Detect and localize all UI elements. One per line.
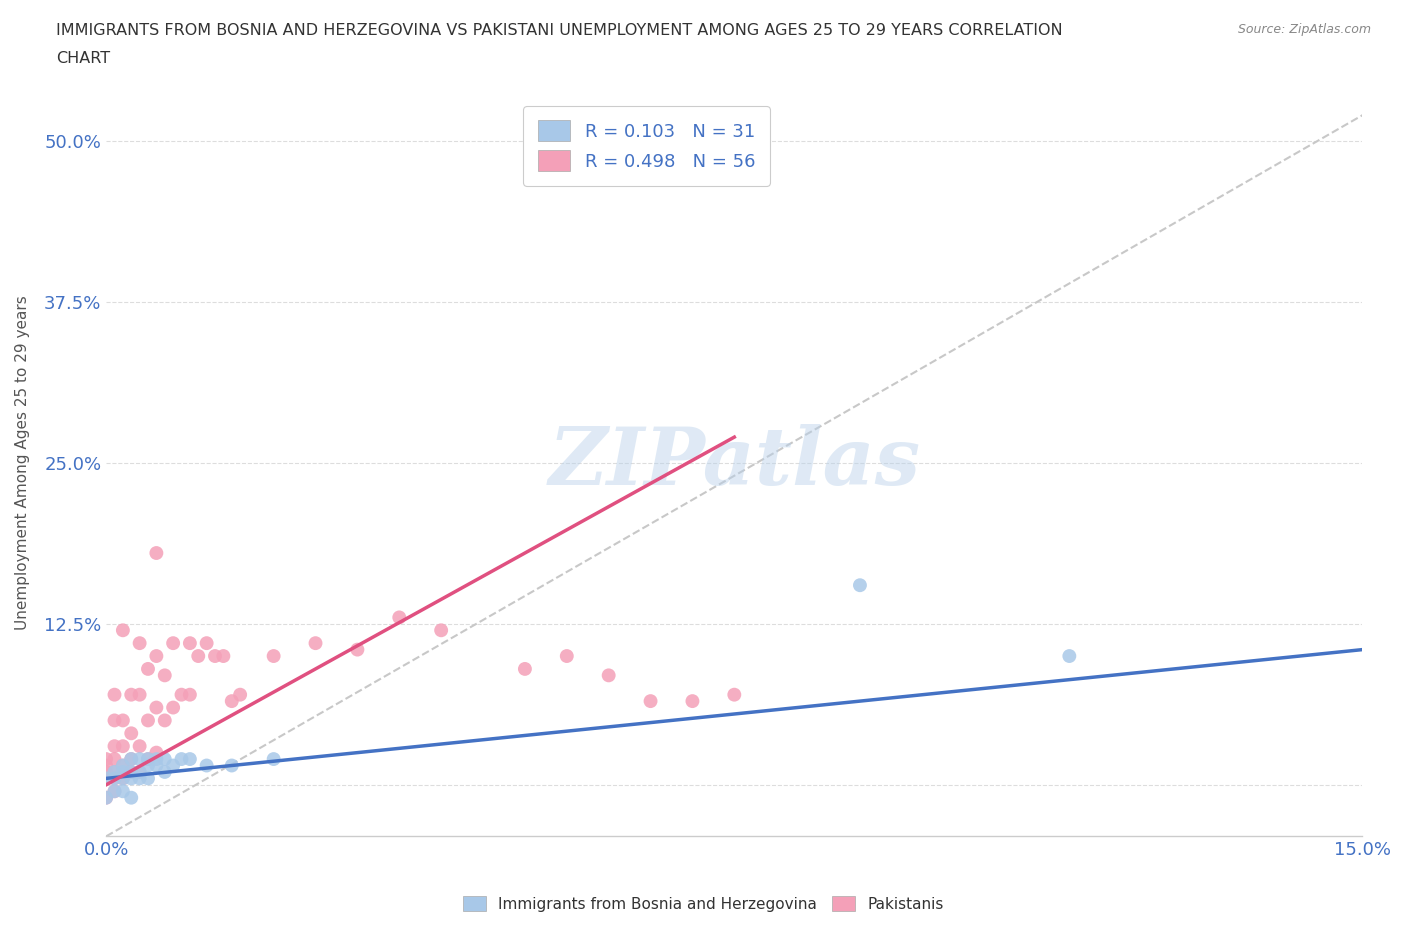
Point (388, 610, 411, 625)
Point (145, 648, 167, 663)
Point (103, 751, 125, 766)
Point (221, 758, 243, 773)
Legend: Immigrants from Bosnia and Herzegovina, Pakistanis: Immigrants from Bosnia and Herzegovina, … (457, 889, 949, 918)
Point (103, 771, 125, 786)
Point (103, 784, 125, 799)
Point (136, 661, 159, 676)
Point (555, 648, 578, 663)
Point (111, 771, 134, 786)
Point (103, 764, 125, 779)
Text: IMMIGRANTS FROM BOSNIA AND HERZEGOVINA VS PAKISTANI UNEMPLOYMENT AMONG AGES 25 T: IMMIGRANTS FROM BOSNIA AND HERZEGOVINA V… (56, 23, 1063, 38)
Point (849, 578, 872, 592)
Point (120, 751, 142, 766)
Point (179, 687, 201, 702)
Point (145, 700, 167, 715)
Point (430, 623, 453, 638)
Point (128, 751, 150, 766)
Point (640, 694, 662, 709)
Point (94, 790, 117, 805)
Point (120, 687, 142, 702)
Point (221, 694, 243, 709)
Point (681, 694, 703, 709)
Point (723, 687, 745, 702)
Point (170, 751, 193, 766)
Point (103, 784, 125, 799)
Point (1059, 648, 1081, 663)
Point (513, 661, 536, 676)
Point (179, 751, 201, 766)
Point (103, 687, 125, 702)
Point (111, 738, 134, 753)
Point (111, 784, 134, 799)
Point (170, 687, 193, 702)
Point (153, 668, 176, 683)
Point (187, 648, 209, 663)
Point (111, 758, 134, 773)
Point (136, 751, 159, 766)
Point (136, 771, 159, 786)
Point (145, 546, 167, 561)
Point (263, 751, 285, 766)
Point (103, 764, 125, 779)
Point (598, 668, 620, 683)
Point (103, 713, 125, 728)
Point (145, 751, 167, 766)
Point (94, 751, 117, 766)
Text: CHART: CHART (56, 51, 110, 66)
Legend: R = 0.103   N = 31, R = 0.498   N = 56: R = 0.103 N = 31, R = 0.498 N = 56 (523, 106, 769, 185)
Point (120, 764, 142, 779)
Point (145, 745, 167, 760)
Point (111, 771, 134, 786)
Point (162, 700, 184, 715)
Point (94, 790, 117, 805)
Point (195, 636, 218, 651)
Point (128, 687, 150, 702)
Point (212, 648, 235, 663)
Point (120, 764, 142, 779)
Point (128, 764, 150, 779)
Point (229, 687, 252, 702)
Point (346, 642, 368, 657)
Point (128, 771, 150, 786)
Point (120, 751, 142, 766)
Point (162, 636, 184, 651)
Point (128, 636, 150, 651)
Point (304, 636, 326, 651)
Point (94, 764, 117, 779)
Text: Source: ZipAtlas.com: Source: ZipAtlas.com (1237, 23, 1371, 36)
Point (103, 771, 125, 786)
Point (120, 771, 142, 786)
Point (128, 764, 150, 779)
Point (111, 623, 134, 638)
Point (162, 758, 184, 773)
Point (263, 648, 285, 663)
Point (111, 758, 134, 773)
Point (103, 738, 125, 753)
Point (145, 758, 167, 773)
Point (136, 751, 159, 766)
Point (94, 771, 117, 786)
Point (136, 758, 159, 773)
Point (94, 758, 117, 773)
Point (111, 713, 134, 728)
Point (195, 758, 218, 773)
Text: ZIPatlas: ZIPatlas (548, 424, 921, 501)
Point (111, 764, 134, 779)
Point (153, 764, 176, 779)
Point (204, 648, 226, 663)
Point (94, 771, 117, 786)
Point (153, 713, 176, 728)
Point (128, 738, 150, 753)
Point (179, 636, 201, 651)
Point (136, 713, 159, 728)
Point (120, 726, 142, 741)
Point (153, 751, 176, 766)
Point (120, 790, 142, 805)
Y-axis label: Unemployment Among Ages 25 to 29 years: Unemployment Among Ages 25 to 29 years (15, 296, 30, 631)
